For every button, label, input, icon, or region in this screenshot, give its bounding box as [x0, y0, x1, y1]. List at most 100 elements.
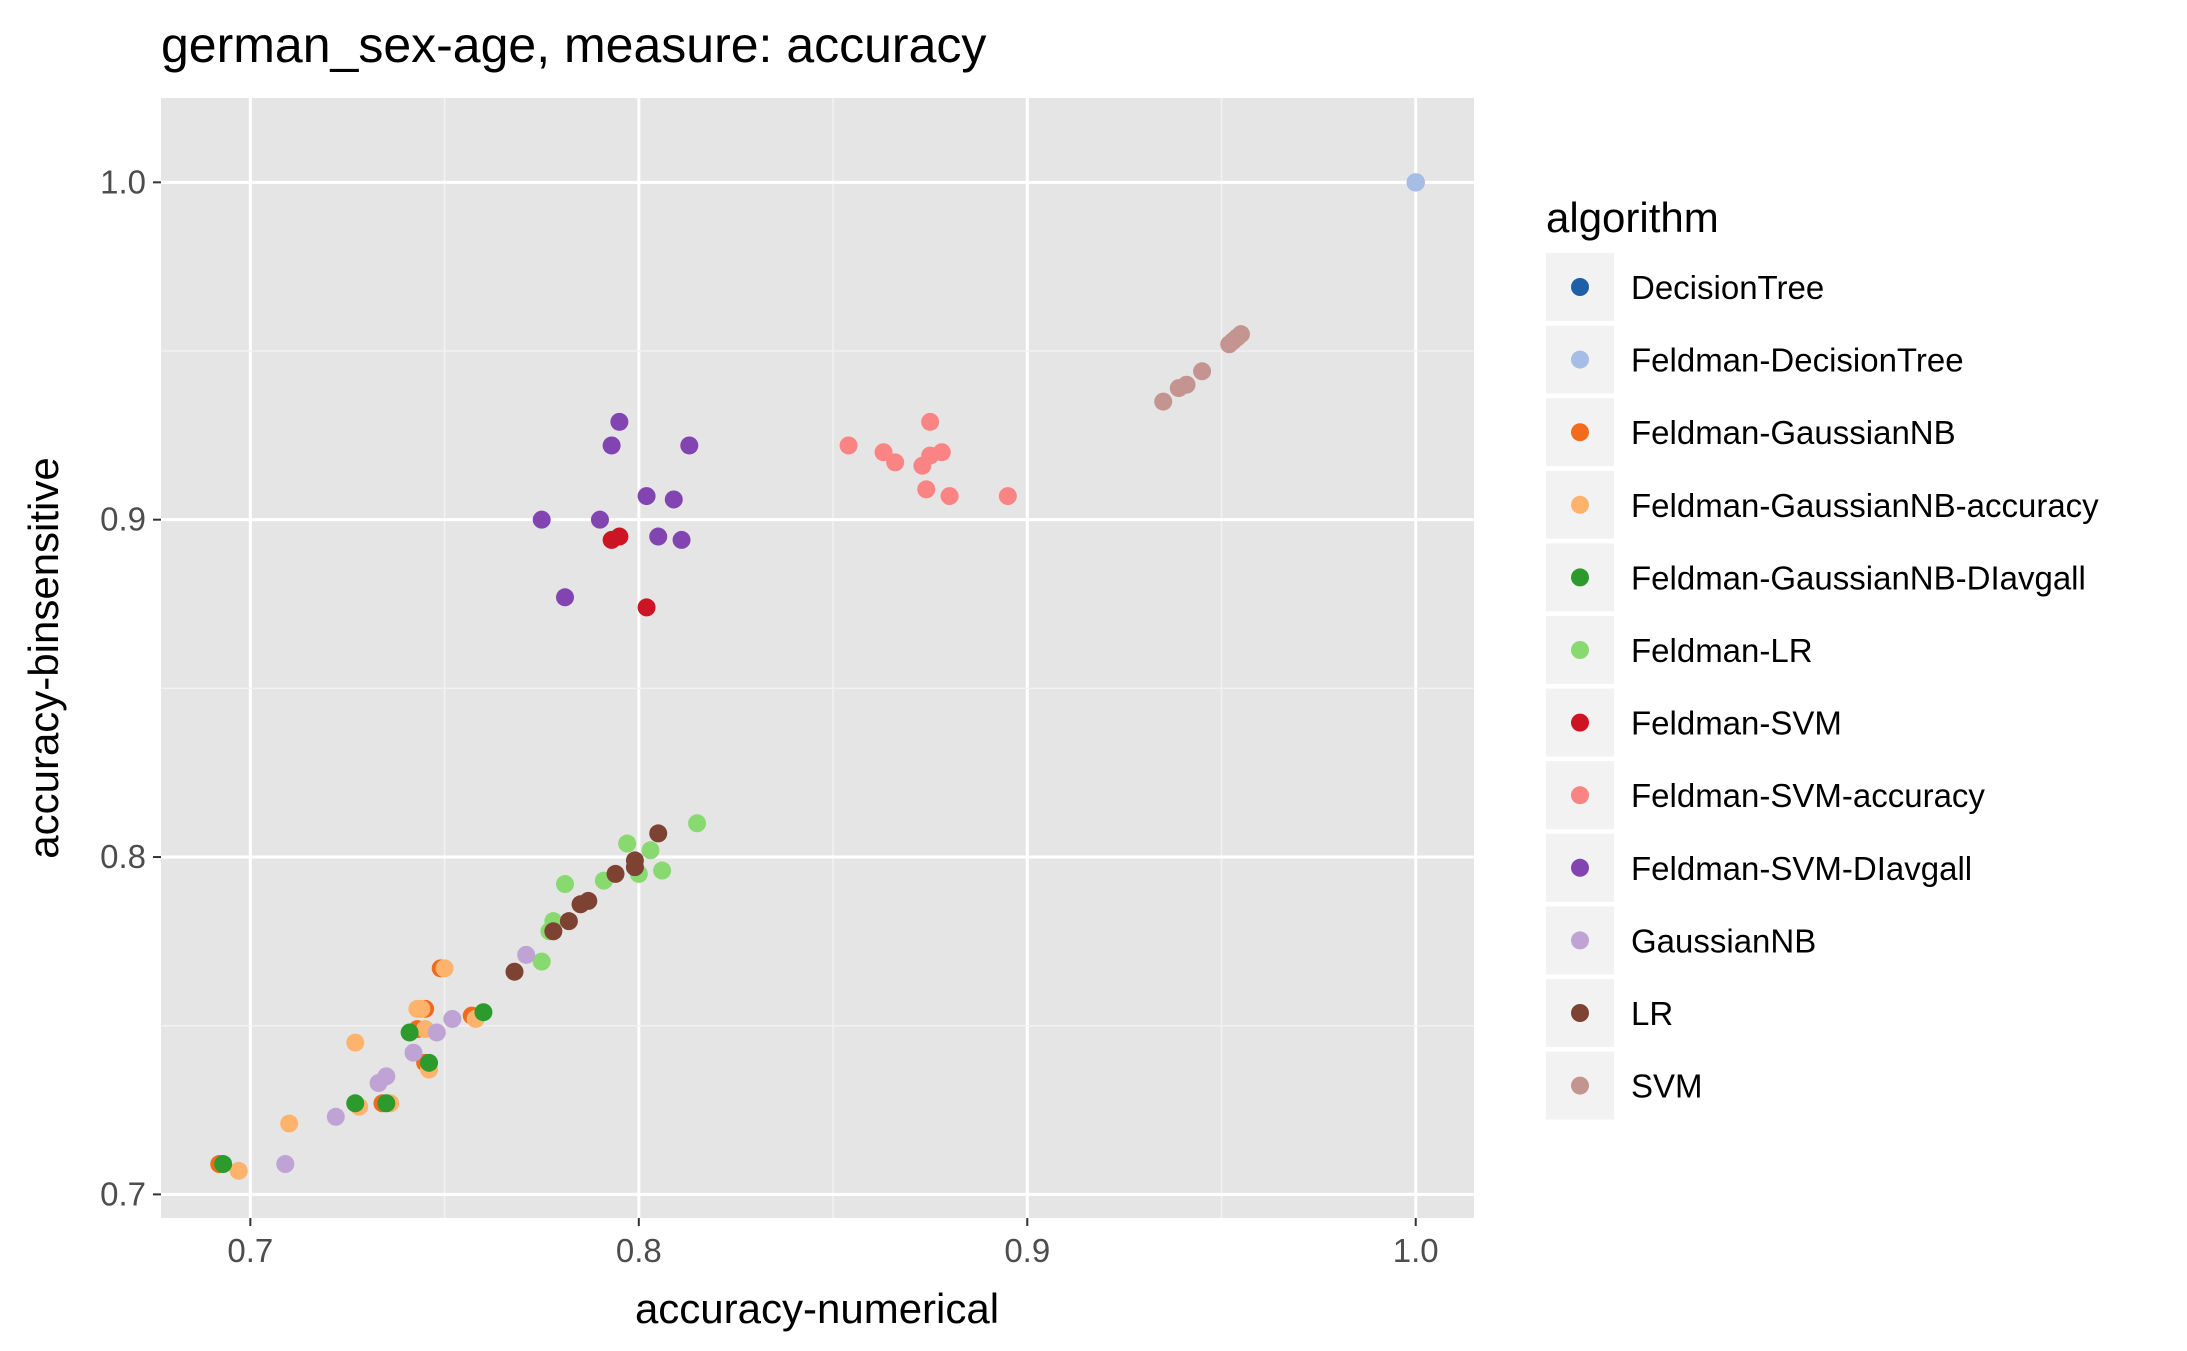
data-point [606, 864, 625, 883]
data-point [443, 1009, 462, 1028]
data-point [625, 858, 644, 877]
legend-label: GaussianNB [1631, 922, 1816, 959]
data-point [1193, 362, 1212, 381]
data-point [400, 1023, 419, 1042]
data-point [556, 588, 574, 607]
legend-label: Feldman-SVM-DIavgall [1631, 850, 1972, 887]
data-point [346, 1033, 365, 1052]
data-point [649, 824, 668, 843]
data-point [505, 962, 524, 981]
data-point [917, 480, 936, 499]
data-point [602, 436, 621, 455]
legend-label: Feldman-DecisionTree [1631, 342, 1964, 379]
x-axis: 0.7 0.8 0.9 1.0 [227, 1218, 1439, 1269]
data-point [556, 875, 574, 894]
legend-marker [1571, 568, 1589, 587]
legend-marker [1571, 931, 1589, 950]
data-point [664, 490, 683, 509]
y-tick-label: 1.0 [100, 163, 146, 200]
legend-marker [1571, 1004, 1589, 1022]
data-point [377, 1067, 396, 1086]
data-point [517, 945, 536, 964]
x-axis-title: accuracy-numerical [635, 1285, 999, 1332]
legend-label: Feldman-GaussianNB-accuracy [1631, 487, 2099, 524]
data-point [637, 598, 656, 617]
legend-label: Feldman-LR [1631, 632, 1813, 669]
y-tick-label: 0.9 [100, 501, 146, 538]
data-point [412, 999, 431, 1018]
data-point [214, 1155, 233, 1174]
data-point [998, 487, 1017, 506]
legend-marker [1571, 1076, 1589, 1095]
data-point [886, 453, 905, 472]
data-point [637, 487, 656, 506]
legend-marker [1571, 786, 1589, 805]
data-point [532, 952, 551, 971]
data-point [940, 487, 959, 506]
legend-label: DecisionTree [1631, 269, 1824, 306]
data-point [610, 527, 629, 546]
legend: algorithm DecisionTree Feldman-DecisionTr… [1546, 194, 2099, 1120]
data-point [544, 922, 563, 941]
data-point [1231, 325, 1250, 344]
y-tick-label: 0.7 [100, 1175, 146, 1212]
data-point [921, 412, 940, 431]
data-points [210, 173, 1425, 1180]
y-axis: 0.7 0.8 0.9 1.0 [100, 163, 161, 1212]
data-point [1406, 173, 1425, 192]
x-tick-label: 0.7 [227, 1232, 273, 1269]
legend-marker [1571, 278, 1589, 296]
legend-marker [1571, 858, 1589, 877]
legend-label: Feldman-SVM-accuracy [1631, 777, 1985, 814]
data-point [229, 1161, 248, 1180]
y-tick-label: 0.8 [100, 838, 146, 875]
legend-label: LR [1631, 995, 1673, 1032]
legend-label: Feldman-GaussianNB-DIavgall [1631, 559, 2086, 596]
data-point [1154, 392, 1173, 411]
legend-marker [1571, 350, 1589, 369]
data-point [346, 1094, 365, 1113]
plot-panel [161, 98, 1474, 1218]
legend-items: DecisionTree Feldman-DecisionTree Feldman-… [1546, 253, 2099, 1120]
data-point [839, 436, 858, 455]
data-point [874, 443, 893, 462]
chart-title: german_sex-age, measure: accuracy [161, 17, 986, 73]
data-point [559, 912, 578, 931]
data-point [618, 834, 637, 853]
legend-label: SVM [1631, 1068, 1703, 1105]
x-tick-label: 0.8 [616, 1232, 662, 1269]
y-axis-title: accuracy-binsensitive [20, 457, 67, 859]
data-point [579, 891, 598, 910]
data-point [276, 1155, 295, 1174]
data-point [932, 443, 951, 462]
data-point [1177, 375, 1196, 394]
x-tick-label: 0.9 [1004, 1232, 1050, 1269]
data-point [590, 510, 609, 529]
data-point [435, 959, 454, 978]
data-point [610, 412, 629, 431]
legend-label: Feldman-SVM [1631, 705, 1842, 742]
data-point [427, 1023, 446, 1042]
data-point [672, 530, 691, 549]
legend-title: algorithm [1546, 194, 1719, 241]
data-point [326, 1107, 345, 1126]
data-point [474, 1003, 493, 1022]
data-point [653, 861, 672, 880]
data-point [377, 1094, 396, 1113]
data-point [649, 527, 668, 546]
legend-marker [1571, 641, 1589, 659]
data-point [688, 814, 707, 833]
data-point [404, 1043, 423, 1062]
data-point [420, 1053, 439, 1072]
data-point [532, 510, 551, 529]
data-point [641, 841, 660, 860]
data-point [280, 1114, 299, 1133]
data-point [680, 436, 699, 455]
legend-label: Feldman-GaussianNB [1631, 414, 1956, 451]
x-tick-label: 1.0 [1393, 1232, 1439, 1269]
legend-marker [1571, 713, 1589, 732]
legend-marker [1571, 495, 1589, 514]
grid-lines [161, 98, 1474, 1218]
legend-marker [1571, 423, 1589, 442]
